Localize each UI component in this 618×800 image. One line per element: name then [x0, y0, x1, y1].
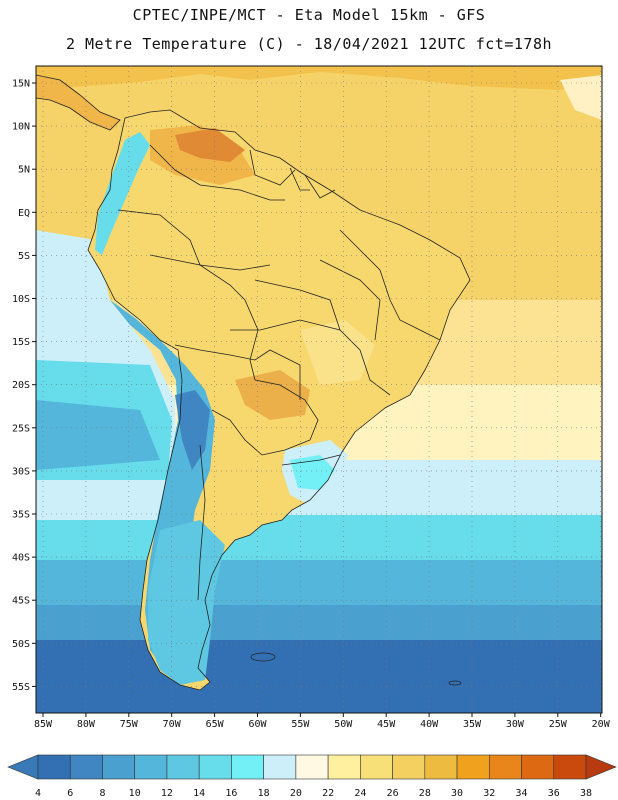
colorbar-tick-label: 22 — [322, 788, 334, 799]
latitude-label: 45S — [12, 596, 30, 607]
pacific-colder-area — [36, 400, 160, 470]
colorbar-swatch — [327, 754, 361, 780]
longitude-label: 40W — [420, 719, 439, 730]
ocean-mild-patch — [560, 75, 602, 120]
colorbar-swatch — [231, 754, 264, 780]
longitude-labels: 85W 80W 75W 70W 65W 60W 55W 50W 45W 40W 35W 30W 25W 2… — [34, 713, 611, 730]
colorbar-tick-label: 20 — [290, 788, 302, 799]
colorbar-low-arrow — [7, 754, 39, 780]
longitude-label: 20W — [592, 719, 611, 730]
longitude-label: 35W — [463, 719, 482, 730]
latitude-label: EQ — [18, 208, 30, 219]
latitude-label: 50S — [12, 639, 30, 650]
northern-andes-cold — [95, 132, 150, 255]
colorbar-swatch — [295, 754, 329, 780]
longitude-label: 75W — [120, 719, 139, 730]
colorbar-swatch — [553, 754, 587, 780]
colorbar-tick-label: 30 — [451, 788, 463, 799]
uruguay-cold-core — [290, 455, 335, 490]
south-georgia-island — [448, 680, 462, 686]
temperature-field — [36, 66, 602, 713]
colorbar-tick-label: 24 — [354, 788, 366, 799]
colorbar-swatch — [102, 754, 136, 780]
map-subtitle: 2 Metre Temperature (C) - 18/04/2021 12U… — [65, 35, 553, 53]
longitude-label: 80W — [77, 719, 96, 730]
latitude-label: 10N — [12, 122, 30, 133]
colorbar-tick-label: 14 — [193, 788, 205, 799]
colorbar-tick-label: 16 — [225, 788, 237, 799]
longitude-label: 60W — [248, 719, 267, 730]
longitude-label: 30W — [506, 719, 525, 730]
colorbar-swatch — [263, 754, 297, 780]
latitude-label: 15S — [12, 337, 30, 348]
colorbar-swatch — [37, 754, 71, 780]
colorbar-swatch — [166, 754, 200, 780]
colorbar-swatch — [392, 754, 426, 780]
colorbar-tick-label: 10 — [129, 788, 141, 799]
longitude-label: 45W — [377, 719, 396, 730]
latitude-label: 25S — [12, 423, 30, 434]
longitude-label: 50W — [334, 719, 353, 730]
colorbar-swatch — [456, 754, 490, 780]
colorbar-tick-label: 12 — [161, 788, 173, 799]
colorbar-tick-label: 28 — [419, 788, 431, 799]
latitude-label: 40S — [12, 553, 30, 564]
country-borders — [36, 74, 471, 691]
ocean-cold-band-2 — [36, 605, 602, 645]
latitude-label: 35S — [12, 510, 30, 521]
colorbar-high-arrow — [585, 754, 617, 780]
ocean-cold-band — [36, 515, 602, 565]
latitude-label: 20S — [12, 380, 30, 391]
colorbar-tick-label: 36 — [548, 788, 560, 799]
colorbar-tick-label: 4 — [35, 788, 41, 799]
ocean-north-warm-patch — [36, 66, 602, 90]
chaco-hot-region — [235, 370, 310, 420]
colorbar-swatch — [198, 754, 232, 780]
colorbar — [7, 754, 617, 780]
central-america-landmass — [36, 75, 120, 130]
map-title: CPTEC/INPE/MCT - Eta Model 15km - GFS — [132, 6, 486, 24]
colorbar-tick-label: 8 — [99, 788, 105, 799]
latitude-label: 5S — [18, 251, 30, 262]
latitude-label: 15N — [12, 79, 30, 90]
colorbar-swatch — [424, 754, 458, 780]
colorbar-labels: 4 6 8 10 12 14 16 18 20 22 24 26 28 30 32 34 36 38 — [35, 788, 592, 799]
ocean-colder-band — [36, 560, 602, 610]
colorbar-swatch — [360, 754, 393, 780]
latitude-label: 5N — [18, 165, 30, 176]
ocean-coldest-band — [36, 640, 602, 713]
latitude-label: 30S — [12, 466, 30, 477]
colorbar-swatch — [488, 754, 522, 780]
longitude-label: 85W — [34, 719, 53, 730]
map-frame — [35, 65, 603, 714]
colorbar-tick-label: 26 — [387, 788, 399, 799]
andes-coldest-core — [175, 390, 210, 470]
colorbar-swatch — [134, 754, 168, 780]
brazil-plateau-mild — [300, 320, 375, 385]
venezuela-hot-region — [175, 128, 245, 162]
colorbar-tick-label: 34 — [516, 788, 528, 799]
longitude-label: 25W — [549, 719, 568, 730]
longitude-label: 70W — [163, 719, 182, 730]
longitude-label: 65W — [206, 719, 225, 730]
colorbar-tick-label: 18 — [258, 788, 270, 799]
colorbar-tick-label: 38 — [580, 788, 592, 799]
colorbar-swatch — [521, 754, 555, 780]
latitude-labels: 15N 10N 5N EQ 5S 10S 15S 20S 25S 30S 35S 40S 45S 50S 5… — [12, 79, 36, 693]
colorbar-swatch — [69, 754, 103, 780]
latitude-label: 10S — [12, 294, 30, 305]
latitude-label: 55S — [12, 682, 30, 693]
colorbar-tick-label: 6 — [67, 788, 73, 799]
patagonia-cold — [148, 520, 225, 685]
colorbar-tick-label: 32 — [483, 788, 495, 799]
falkland-islands — [250, 652, 276, 662]
longitude-label: 55W — [291, 719, 310, 730]
